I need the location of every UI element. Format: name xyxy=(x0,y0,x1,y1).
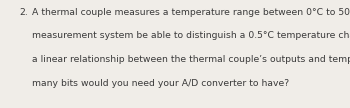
Text: 2.: 2. xyxy=(19,8,28,17)
Text: many bits would you need your A/D converter to have?: many bits would you need your A/D conver… xyxy=(32,79,289,88)
Text: measurement system be able to distinguish a 0.5°C temperature change at its outp: measurement system be able to distinguis… xyxy=(32,31,350,40)
Text: a linear relationship between the thermal couple’s outputs and temperature chang: a linear relationship between the therma… xyxy=(32,55,350,64)
Text: A thermal couple measures a temperature range between 0°C to 500°C. It is requir: A thermal couple measures a temperature … xyxy=(32,8,350,17)
